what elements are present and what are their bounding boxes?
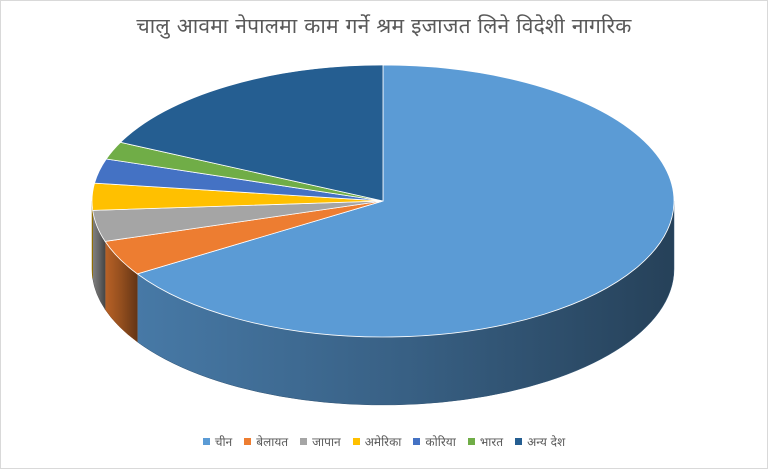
pie-slice-side-4 <box>91 200 93 279</box>
legend-swatch-1 <box>202 438 210 445</box>
legend-item-3: जापान <box>300 433 341 450</box>
legend-label-5: कोरिया <box>425 435 456 449</box>
legend-label-3: जापान <box>312 435 341 449</box>
legend-swatch-2 <box>244 438 252 445</box>
legend-label-1: चीन <box>214 435 233 449</box>
legend-label-4: अमेरिका <box>364 435 402 449</box>
legend-swatch-5 <box>413 438 421 445</box>
pie-slice-7 <box>119 64 384 202</box>
legend-item-5: कोरिया <box>413 433 456 450</box>
legend-item-6: भारत <box>467 433 504 450</box>
legend-swatch-6 <box>467 438 475 445</box>
legend-item-2: बेलायत <box>244 433 288 450</box>
legend-label-6: भारत <box>479 435 504 449</box>
legend-swatch-4 <box>352 438 360 445</box>
pie-slice-1 <box>136 64 675 338</box>
legend-item-1: चीन <box>202 433 233 450</box>
legend-label-2: बेलायत <box>256 435 289 449</box>
legend-swatch-3 <box>300 438 308 445</box>
chart-legend: चीन बेलायत जापान अमेरिका कोरिया भारत अन्य देश <box>0 433 768 450</box>
legend-swatch-7 <box>515 438 523 445</box>
legend-item-4: अमेरिका <box>352 433 402 450</box>
legend-label-7: अन्य देश <box>527 435 566 449</box>
chart-title: चालु आवमा नेपालमा काम गर्ने श्रम इजाजत ल… <box>136 14 632 38</box>
legend-item-7: अन्य देश <box>515 433 565 450</box>
